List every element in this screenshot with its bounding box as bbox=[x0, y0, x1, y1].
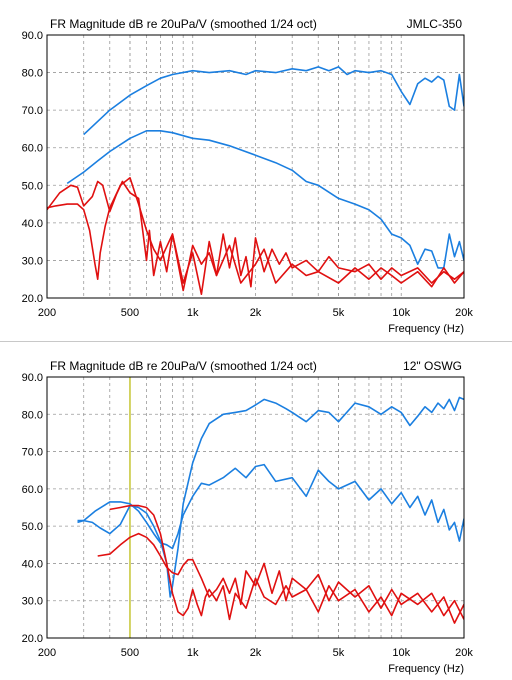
y-tick-label: 60.0 bbox=[22, 143, 43, 155]
y-tick-label: 80.0 bbox=[22, 409, 43, 421]
plot-frame bbox=[46, 376, 465, 639]
y-tick-label: 40.0 bbox=[22, 218, 43, 230]
series-group bbox=[47, 66, 464, 296]
y-tick-label: 90.0 bbox=[22, 372, 43, 384]
x-axis-label: Frequency (Hz) bbox=[388, 323, 464, 335]
y-tick-label: 20.0 bbox=[22, 293, 43, 305]
y-tick-label: 50.0 bbox=[22, 180, 43, 192]
y-tick-label: 70.0 bbox=[22, 105, 43, 117]
grid bbox=[47, 35, 464, 298]
series-line-red-3 bbox=[109, 504, 464, 621]
x-tick-label: 20k bbox=[455, 307, 473, 319]
series-line-blue-1 bbox=[77, 463, 464, 550]
x-tick-label: 10k bbox=[392, 647, 410, 659]
series-line-blue-0 bbox=[83, 66, 464, 136]
x-tick-label: 20k bbox=[455, 647, 473, 659]
series-line-blue-0 bbox=[77, 396, 464, 598]
x-tick-label: 2k bbox=[250, 647, 262, 659]
x-tick-label: 2k bbox=[250, 307, 262, 319]
series-group bbox=[77, 396, 464, 624]
x-tick-label: 10k bbox=[392, 307, 410, 319]
x-axis-label: Frequency (Hz) bbox=[388, 663, 464, 675]
fr-chart-bottom: 20.0 30.0 40.0 50.0 60.0 70.0 80.0 90.0 200 500 1k… bbox=[22, 359, 474, 675]
plot-frame bbox=[46, 34, 465, 299]
x-tick-label: 5k bbox=[333, 647, 345, 659]
series-line-red-3 bbox=[47, 177, 464, 292]
chart-title: FR Magnitude dB re 20uPa/V (smoothed 1/2… bbox=[50, 17, 317, 31]
y-tick-label: 30.0 bbox=[22, 255, 43, 267]
chart-title: FR Magnitude dB re 20uPa/V (smoothed 1/2… bbox=[50, 359, 317, 373]
y-tick-label: 50.0 bbox=[22, 521, 43, 533]
y-tick-label: 70.0 bbox=[22, 447, 43, 459]
series-line-blue-1 bbox=[66, 130, 464, 269]
y-tick-label: 90.0 bbox=[22, 30, 43, 42]
x-tick-label: 500 bbox=[121, 647, 139, 659]
y-tick-label: 40.0 bbox=[22, 558, 43, 570]
y-tick-label: 60.0 bbox=[22, 484, 43, 496]
y-tick-label: 30.0 bbox=[22, 596, 43, 608]
grid bbox=[47, 377, 464, 638]
fr-chart-top: 20.0 30.0 40.0 50.0 60.0 70.0 80.0 90.0 200 500 1k… bbox=[22, 17, 474, 335]
x-tick-label: 200 bbox=[38, 307, 56, 319]
x-tick-label: 1k bbox=[187, 647, 199, 659]
x-tick-label: 500 bbox=[121, 307, 139, 319]
chart-tag: 12" OSWG bbox=[403, 359, 462, 373]
y-tick-label: 20.0 bbox=[22, 633, 43, 645]
chart-tag: JMLC-350 bbox=[407, 17, 463, 31]
y-tick-label: 80.0 bbox=[22, 68, 43, 80]
series-line-red-2 bbox=[97, 532, 464, 624]
x-tick-label: 5k bbox=[333, 307, 345, 319]
x-tick-label: 1k bbox=[187, 307, 199, 319]
x-tick-label: 200 bbox=[38, 647, 56, 659]
panel-separator bbox=[0, 341, 512, 342]
